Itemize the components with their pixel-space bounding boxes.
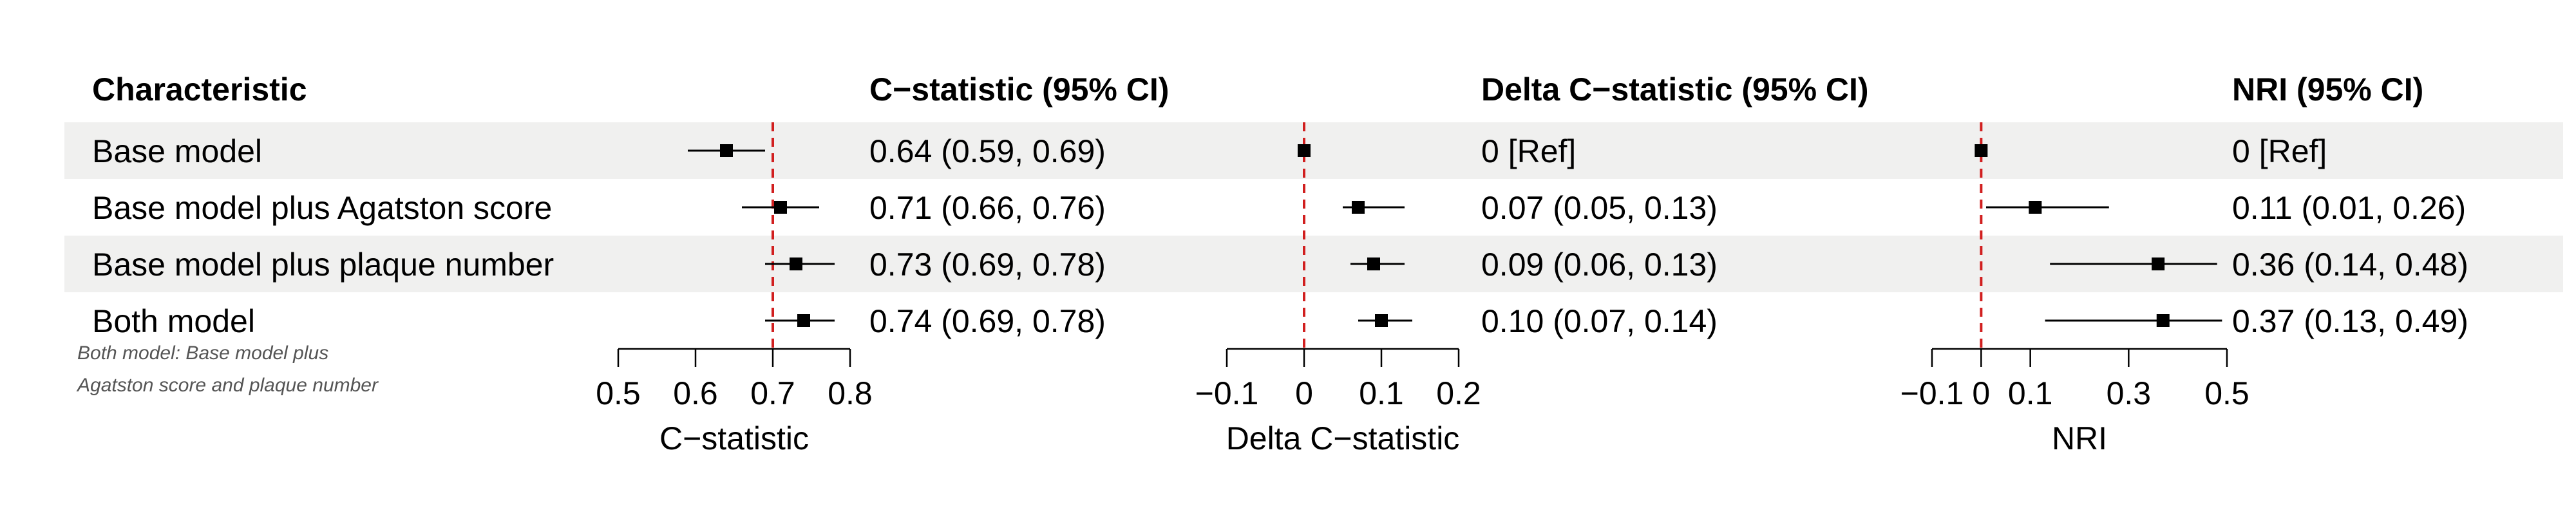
footnote-line: Agatston score and plaque number: [76, 375, 379, 396]
x-tick-label: 0.5: [2204, 375, 2249, 411]
forest-panels: 0.5 0.6 0.7 0.8C−statistic−0.1 0 0.1 0.2Delta …: [596, 122, 2249, 456]
x-axis-label: NRI: [2052, 420, 2107, 456]
c-statistic-value: 0.71 (0.66, 0.76): [869, 190, 1106, 226]
x-tick-label: −0.1: [1900, 375, 1964, 411]
delta-c-statistic-values: 0 [Ref] 0.07 (0.05, 0.13) 0.09 (0.06, 0.…: [1481, 133, 1718, 339]
point-estimate: [2152, 258, 2165, 270]
c-statistic-value: 0.64 (0.59, 0.69): [869, 133, 1106, 169]
header-c-statistic: C−statistic (95% CI): [869, 71, 1169, 108]
x-tick-label: −0.1: [1195, 375, 1259, 411]
point-estimate: [1367, 258, 1380, 270]
point-estimate: [1375, 314, 1388, 327]
x-tick-label: 0.8: [828, 375, 873, 411]
point-estimate: [1352, 201, 1365, 214]
panel-nri: −0.1 0 0.1 0.3 0.5 NRI: [1900, 122, 2249, 456]
point-estimate: [774, 201, 787, 214]
row-label: Base model: [92, 133, 262, 169]
point-estimate: [2029, 201, 2042, 214]
header-nri: NRI (95% CI): [2232, 71, 2423, 108]
point-estimate: [1298, 144, 1311, 157]
footnote-line: Both model: Base model plus: [77, 342, 328, 364]
panel-delta-c: −0.1 0 0.1 0.2 Delta C−statistic: [1195, 122, 1481, 456]
row-label: Base model plus Agatston score: [92, 190, 552, 226]
row-stripe-1: [64, 122, 2563, 179]
x-axis-label: Delta C−statistic: [1226, 420, 1460, 456]
row-label: Base model plus plaque number: [92, 247, 554, 283]
delta-c-statistic-value: 0 [Ref]: [1481, 133, 1576, 169]
nri-value: 0.37 (0.13, 0.49): [2232, 303, 2468, 339]
x-axis-label: C−statistic: [659, 420, 809, 456]
point-estimate: [797, 314, 810, 327]
x-tick-label: 0.7: [750, 375, 795, 411]
header-characteristic: Characteristic: [92, 71, 307, 108]
delta-c-statistic-value: 0.07 (0.05, 0.13): [1481, 190, 1718, 226]
x-tick-label: 0.6: [673, 375, 718, 411]
nri-value: 0.36 (0.14, 0.48): [2232, 247, 2468, 283]
column-headers: Characteristic C−statistic (95% CI) Delt…: [92, 71, 2423, 108]
nri-values: 0 [Ref] 0.11 (0.01, 0.26) 0.36 (0.14, 0.…: [2232, 133, 2468, 339]
delta-c-statistic-value: 0.09 (0.06, 0.13): [1481, 247, 1718, 283]
point-estimate: [2156, 314, 2170, 327]
nri-value: 0 [Ref]: [2232, 133, 2327, 169]
c-statistic-value: 0.73 (0.69, 0.78): [869, 247, 1106, 283]
header-delta-c-statistic: Delta C−statistic (95% CI): [1481, 71, 1869, 108]
nri-value: 0.11 (0.01, 0.26): [2232, 190, 2466, 226]
x-tick-label: 0.1: [2008, 375, 2053, 411]
x-tick-label: 0: [1295, 375, 1313, 411]
point-estimate: [1975, 144, 1988, 157]
x-tick-label: 0.5: [596, 375, 641, 411]
point-estimate: [720, 144, 733, 157]
x-tick-label: 0.2: [1436, 375, 1481, 411]
c-statistic-values: 0.64 (0.59, 0.69) 0.71 (0.66, 0.76) 0.73…: [869, 133, 1106, 339]
x-tick-label: 0: [1972, 375, 1990, 411]
x-tick-label: 0.1: [1359, 375, 1404, 411]
row-label: Both model: [92, 303, 255, 339]
delta-c-statistic-value: 0.10 (0.07, 0.14): [1481, 303, 1718, 339]
c-statistic-value: 0.74 (0.69, 0.78): [869, 303, 1106, 339]
row-labels: Base model Base model plus Agatston scor…: [92, 133, 554, 339]
panel-c-stat: 0.5 0.6 0.7 0.8 C−statistic: [596, 122, 873, 456]
point-estimate: [790, 258, 802, 270]
footnote: Both model: Base model plus Agatston sco…: [76, 342, 379, 396]
x-tick-label: 0.3: [2107, 375, 2152, 411]
